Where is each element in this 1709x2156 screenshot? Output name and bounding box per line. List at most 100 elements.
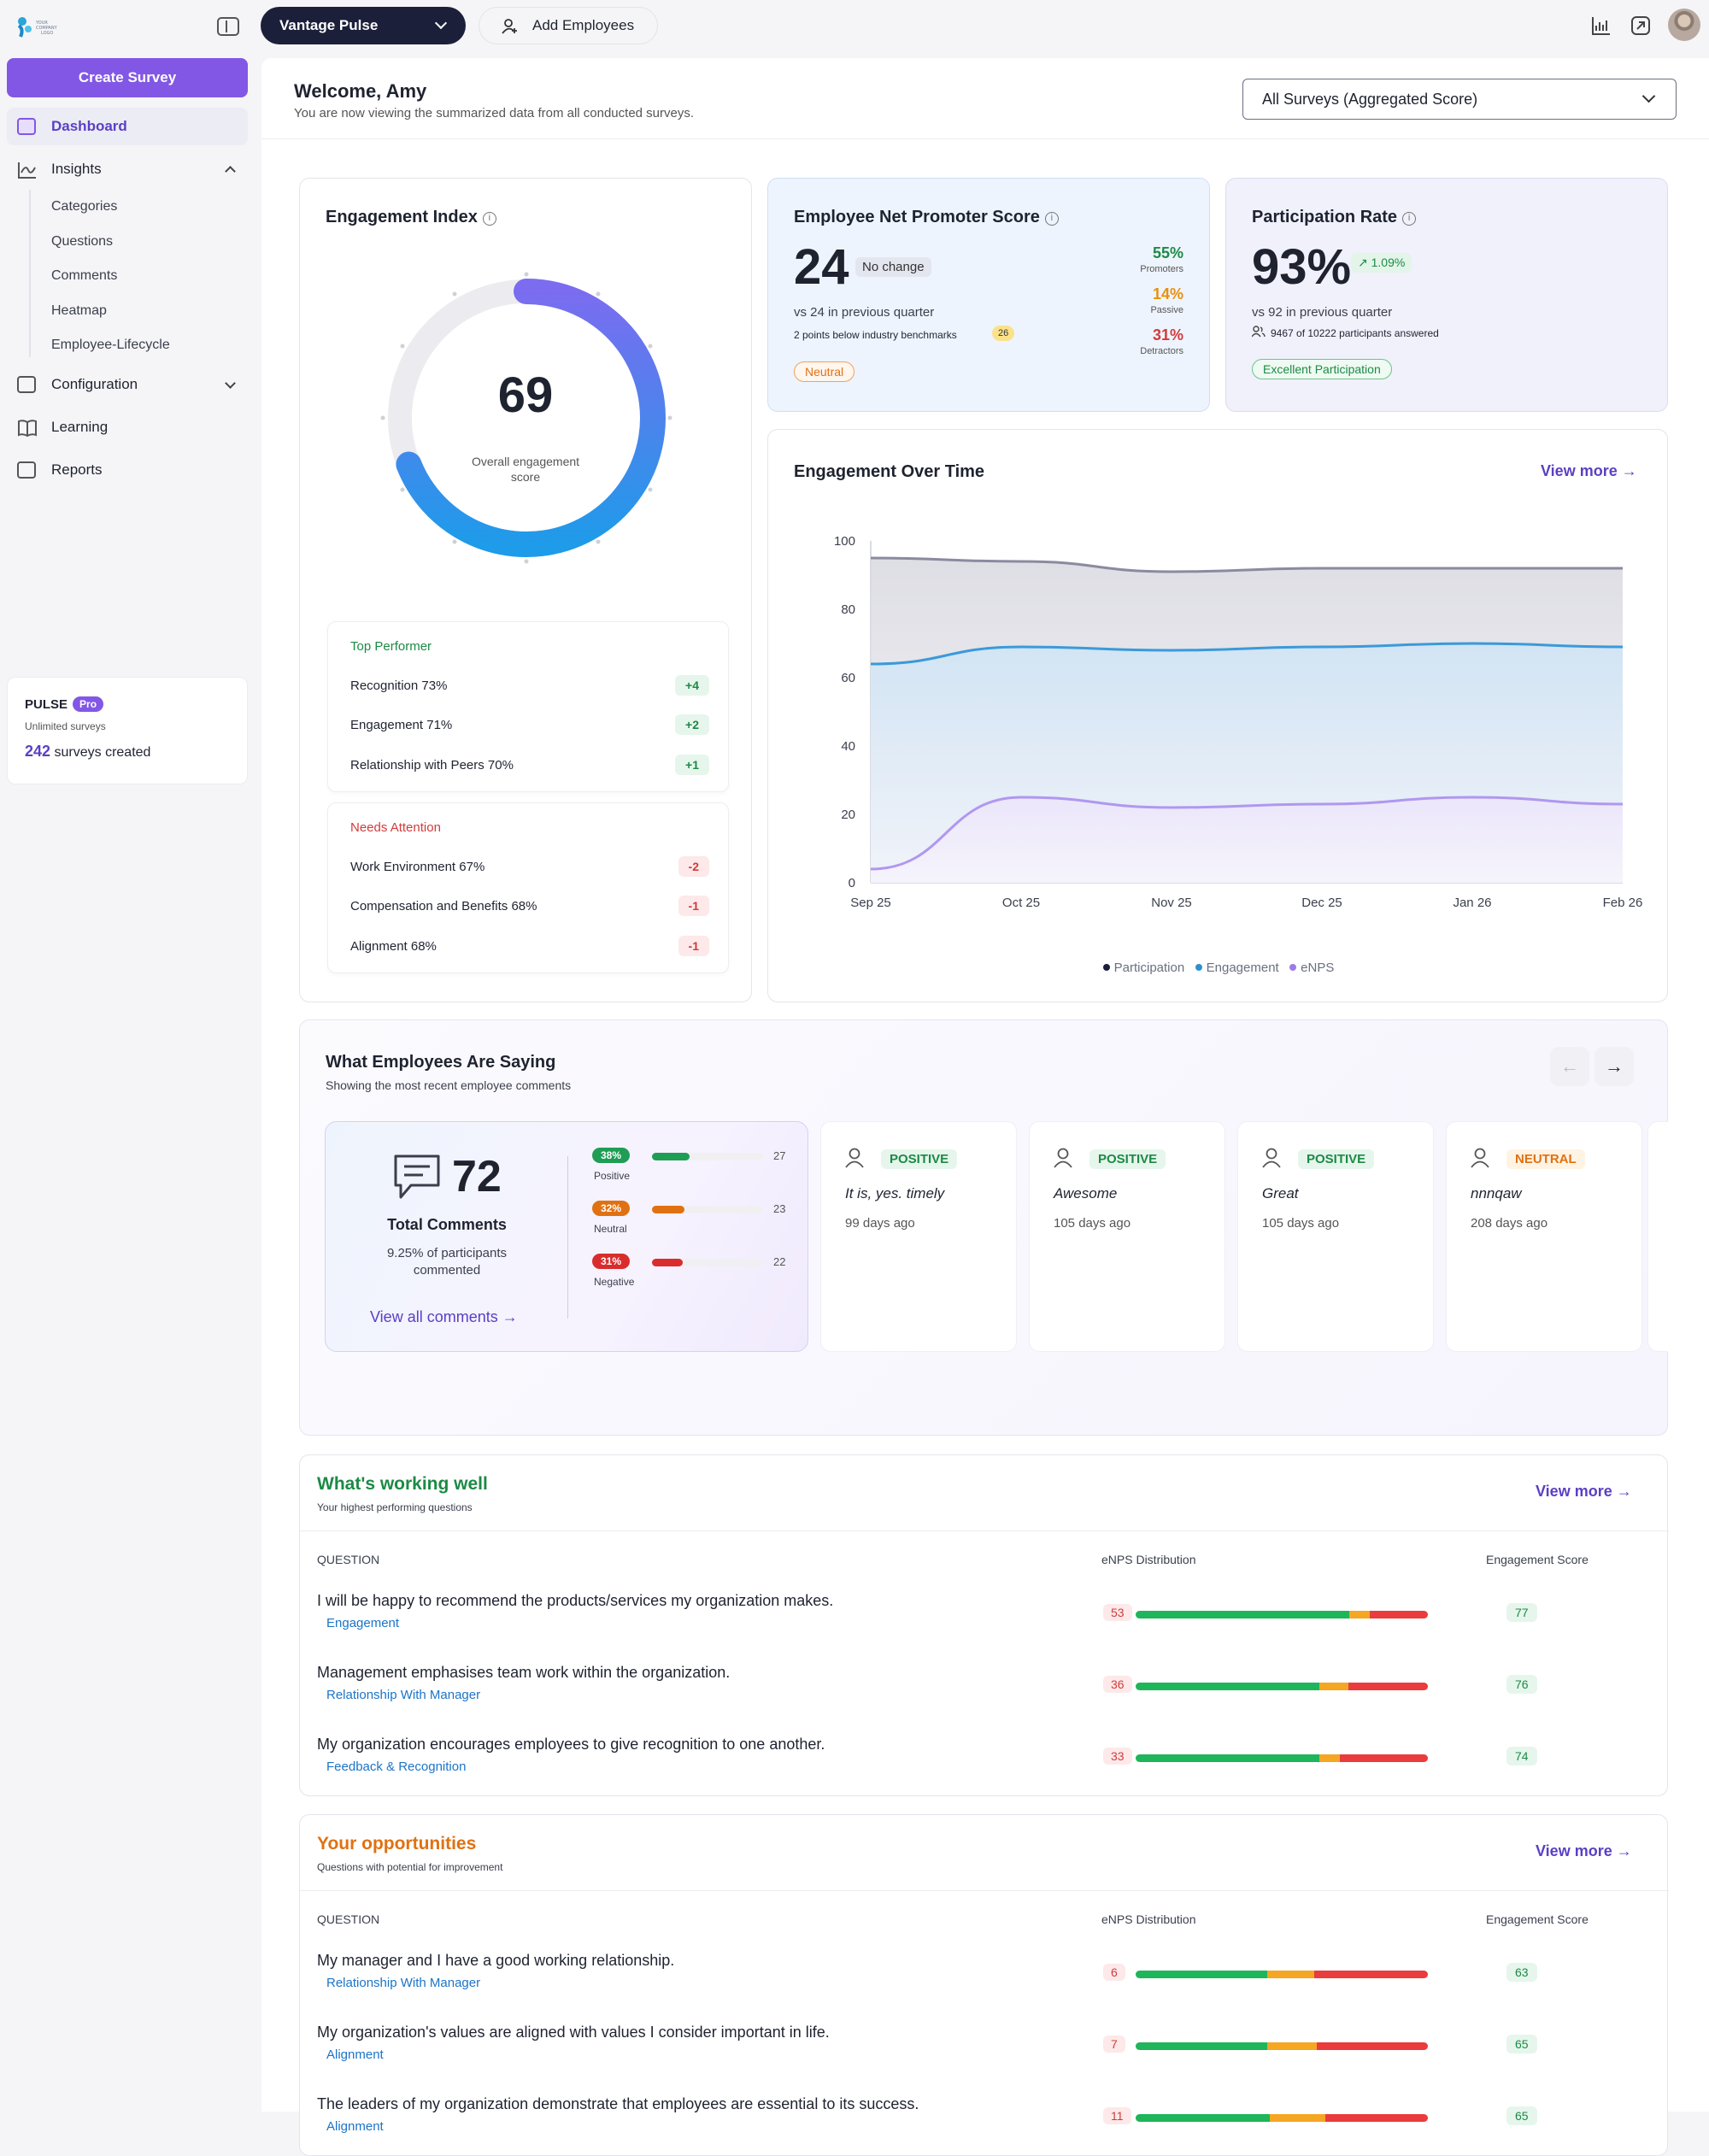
reports-icon bbox=[17, 461, 36, 479]
promoters-segment bbox=[1136, 2114, 1270, 2122]
comment-text: Great bbox=[1262, 1185, 1299, 1201]
svg-text:YOUR: YOUR bbox=[35, 21, 48, 26]
sidebar-item-insights[interactable]: Insights bbox=[7, 150, 248, 188]
question-text[interactable]: Management emphasises team work within t… bbox=[317, 1664, 731, 1681]
sidebar-item-configuration[interactable]: Configuration bbox=[7, 366, 248, 403]
view-all-comments-link[interactable]: View all comments → bbox=[370, 1308, 518, 1326]
view-more-link[interactable]: View more → bbox=[1536, 1483, 1632, 1501]
column-header-score: Engagement Score bbox=[1486, 1553, 1589, 1566]
chevron-up-icon[interactable] bbox=[225, 166, 236, 177]
opportunities-title: Your opportunities bbox=[317, 1834, 477, 1853]
promoters-segment bbox=[1136, 1971, 1267, 1978]
engagement-index-card: Engagement Index i 69 Overall engagement … bbox=[299, 178, 752, 1002]
sidebar-subitem-questions[interactable]: Questions bbox=[51, 234, 114, 249]
view-more-link[interactable]: View more → bbox=[1541, 462, 1637, 480]
header-divider bbox=[261, 138, 1709, 139]
comment-card[interactable]: POSITIVE Great 105 days ago bbox=[1237, 1121, 1434, 1352]
submenu-divider bbox=[29, 190, 31, 357]
info-icon[interactable]: i bbox=[1044, 212, 1059, 226]
chevron-down-icon[interactable] bbox=[225, 378, 236, 389]
question-text[interactable]: My organization encourages employees to … bbox=[317, 1736, 825, 1753]
engagement-over-time-title: Engagement Over Time bbox=[794, 462, 985, 481]
enps-value-badge: 33 bbox=[1103, 1748, 1132, 1765]
engagement-score-badge: 63 bbox=[1506, 1963, 1537, 1982]
sentiment-pct-badge: 31% bbox=[592, 1254, 631, 1269]
legend-item-enps[interactable]: eNPS bbox=[1289, 961, 1334, 975]
sidebar-item-reports[interactable]: Reports bbox=[7, 451, 248, 489]
question-category[interactable]: Engagement bbox=[326, 1616, 400, 1630]
engagement-score-badge: 74 bbox=[1506, 1747, 1537, 1765]
y-tick-label: 60 bbox=[841, 671, 855, 685]
sidebar-subitem-heatmap[interactable]: Heatmap bbox=[51, 303, 107, 318]
sidebar-subitem-employee-lifecycle[interactable]: Employee-Lifecycle bbox=[51, 338, 170, 352]
surveys-created-label: surveys created bbox=[54, 745, 151, 760]
legend-dot bbox=[1289, 964, 1297, 971]
external-link-icon[interactable] bbox=[1630, 15, 1651, 36]
passive-segment bbox=[1349, 1611, 1370, 1618]
analytics-icon[interactable] bbox=[1591, 15, 1612, 36]
gauge-value-arc bbox=[396, 279, 666, 557]
comment-card[interactable]: POSITIVE Awesome 105 days ago bbox=[1029, 1121, 1225, 1352]
sentiment-pct-badge: 38% bbox=[592, 1148, 631, 1163]
info-icon[interactable]: i bbox=[1402, 212, 1417, 226]
add-employees-button[interactable]: Add Employees bbox=[479, 7, 658, 44]
column-header-question: QUESTION bbox=[317, 1912, 380, 1926]
question-text[interactable]: I will be happy to recommend the product… bbox=[317, 1592, 834, 1609]
create-survey-button[interactable]: Create Survey bbox=[7, 58, 248, 97]
sidebar-item-learning[interactable]: Learning bbox=[7, 408, 248, 446]
view-more-link[interactable]: View more → bbox=[1536, 1842, 1632, 1860]
question-text[interactable]: The leaders of my organization demonstra… bbox=[317, 2095, 919, 2112]
info-icon[interactable]: i bbox=[482, 212, 496, 226]
question-category[interactable]: Relationship With Manager bbox=[326, 1688, 481, 1702]
trend-up-icon: ↗ bbox=[1358, 256, 1368, 269]
enps-value-badge: 53 bbox=[1103, 1604, 1132, 1621]
sidebar-toggle-icon[interactable] bbox=[217, 17, 239, 36]
caption-line-1: Overall engagement bbox=[471, 455, 580, 468]
passive-segment bbox=[1267, 1971, 1314, 1978]
item-label: Recognition 73% bbox=[350, 678, 448, 693]
sidebar-subitem-categories[interactable]: Categories bbox=[51, 199, 118, 214]
comment-card[interactable]: POSITIVE It is, yes. timely 99 days ago bbox=[820, 1121, 1017, 1352]
question-category[interactable]: Alignment bbox=[326, 2047, 384, 2062]
enps-distribution-bar bbox=[1136, 2114, 1428, 2122]
participation-title: Participation Rate i bbox=[1252, 208, 1417, 227]
item-label: Alignment 68% bbox=[350, 938, 437, 954]
comment-card[interactable]: NEUTRAL nnnqaw 208 days ago bbox=[1446, 1121, 1642, 1352]
sentiment-label: Negative bbox=[594, 1276, 635, 1288]
survey-selector[interactable]: Vantage Pulse bbox=[261, 7, 466, 44]
participants-line-1: 9.25% of participants bbox=[386, 1246, 508, 1260]
card-title-text: Participation Rate bbox=[1252, 208, 1398, 226]
question-text[interactable]: My manager and I have a good working rel… bbox=[317, 1952, 675, 1969]
sidebar-item-dashboard[interactable]: Dashboard bbox=[7, 108, 248, 145]
next-arrow-button[interactable]: → bbox=[1594, 1047, 1634, 1086]
legend-item-engagement[interactable]: Engagement bbox=[1195, 961, 1279, 975]
sentiment-badge: POSITIVE bbox=[1298, 1149, 1375, 1169]
top-performer-heading: Top Performer bbox=[350, 639, 432, 654]
caption-line-2: score bbox=[510, 470, 541, 484]
view-more-label: View more bbox=[1541, 462, 1618, 479]
legend-label: eNPS bbox=[1301, 960, 1335, 975]
arrow-right-icon: → bbox=[1616, 1842, 1632, 1859]
summary-divider bbox=[567, 1156, 568, 1319]
survey-filter-dropdown[interactable]: All Surveys (Aggregated Score) bbox=[1242, 79, 1677, 120]
participation-answered: 9467 of 10222 participants answered bbox=[1271, 327, 1439, 339]
question-category[interactable]: Feedback & Recognition bbox=[326, 1759, 467, 1774]
sidebar-subitem-comments[interactable]: Comments bbox=[51, 268, 118, 283]
question-text[interactable]: My organization's values are aligned wit… bbox=[317, 2024, 830, 2041]
passive-label: Passive bbox=[1150, 305, 1183, 315]
question-category[interactable]: Alignment bbox=[326, 2119, 384, 2134]
legend-item-participation[interactable]: Participation bbox=[1102, 961, 1184, 975]
promoters-segment bbox=[1136, 1754, 1319, 1762]
enps-distribution-bar bbox=[1136, 1683, 1428, 1690]
sentiment-bar bbox=[652, 1206, 763, 1213]
previous-arrow-button[interactable]: ← bbox=[1550, 1047, 1589, 1086]
sidebar-item-label: Dashboard bbox=[51, 118, 127, 134]
question-category[interactable]: Relationship With Manager bbox=[326, 1976, 481, 1990]
promoters-segment bbox=[1136, 2042, 1267, 2050]
dashboard-icon bbox=[17, 118, 36, 135]
sentiment-label: Neutral bbox=[594, 1223, 627, 1235]
user-avatar[interactable] bbox=[1668, 9, 1700, 41]
surveys-created: 242 surveys created bbox=[25, 743, 230, 761]
column-header-score: Engagement Score bbox=[1486, 1912, 1589, 1926]
list-item: Engagement 71% +2 bbox=[350, 714, 709, 735]
